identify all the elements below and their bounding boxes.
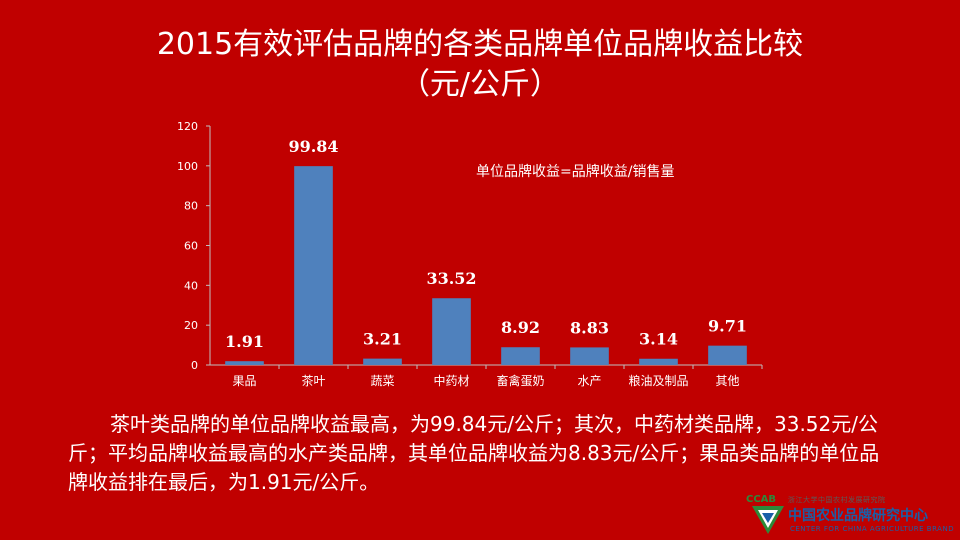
bar-5 <box>570 347 609 365</box>
ccab-logo-icon <box>752 506 784 534</box>
bar-4 <box>501 347 540 365</box>
bar-value-label: 8.83 <box>570 318 609 337</box>
x-category-label: 畜禽蛋奶 <box>496 373 544 388</box>
bar-value-label: 3.21 <box>363 330 402 349</box>
logo-english-name: CENTER FOR CHINA AGRICULTURE BRAND <box>790 525 955 533</box>
description-text: 茶叶类品牌的单位品牌收益最高，为99.84元/公斤；其次，中药材类品牌，33.5… <box>68 412 880 494</box>
bar-value-label: 99.84 <box>288 137 338 156</box>
bar-value-label: 1.91 <box>225 332 264 351</box>
x-category-label: 水产 <box>577 374 601 388</box>
bar-6 <box>639 358 678 365</box>
x-category-label: 茶叶 <box>301 373 325 388</box>
y-tick-label: 0 <box>191 359 198 372</box>
y-tick-label: 20 <box>184 319 198 332</box>
x-category-label: 果品 <box>232 374 256 388</box>
logo-institute-text: 浙江大学中国农村发展研究院 <box>788 496 886 504</box>
logo-abbreviation: CCAB <box>746 494 777 505</box>
y-tick-label: 40 <box>184 279 198 292</box>
bar-0 <box>225 361 264 365</box>
logo-chinese-name: 中国农业品牌研究中心 <box>788 508 928 524</box>
bar-value-label: 3.14 <box>639 330 678 349</box>
x-category-label: 其他 <box>715 374 739 388</box>
chart-annotation: 单位品牌收益=品牌收益/销售量 <box>476 164 675 180</box>
bar-7 <box>708 345 747 365</box>
bar-2 <box>363 358 402 365</box>
ccab-logo: CCAB 浙江大学中国农村发展研究院 中国农业品牌研究中心 CENTER FOR… <box>746 494 958 540</box>
y-tick-label: 100 <box>177 160 198 173</box>
y-tick-label: 60 <box>184 240 198 253</box>
bar-value-label: 33.52 <box>426 269 476 288</box>
bar-chart: 0 20 40 60 80 100 120 1.91 果品 99.84 茶叶 3.21 蔬菜 33.52 中… <box>177 120 763 388</box>
chart-subtitle: （元/公斤） <box>399 67 561 102</box>
bar-value-label: 9.71 <box>708 317 747 336</box>
bar-3 <box>432 298 471 365</box>
bar-value-label: 8.92 <box>501 318 540 337</box>
x-category-label: 蔬菜 <box>370 374 394 388</box>
x-category-label: 中药材 <box>433 373 469 388</box>
y-tick-label: 120 <box>177 120 198 133</box>
x-category-label: 粮油及制品 <box>628 373 688 388</box>
bar-1 <box>294 166 333 365</box>
y-tick-label: 80 <box>184 200 198 213</box>
chart-title: 2015有效评估品牌的各类品牌单位品牌收益比较 <box>156 27 804 62</box>
